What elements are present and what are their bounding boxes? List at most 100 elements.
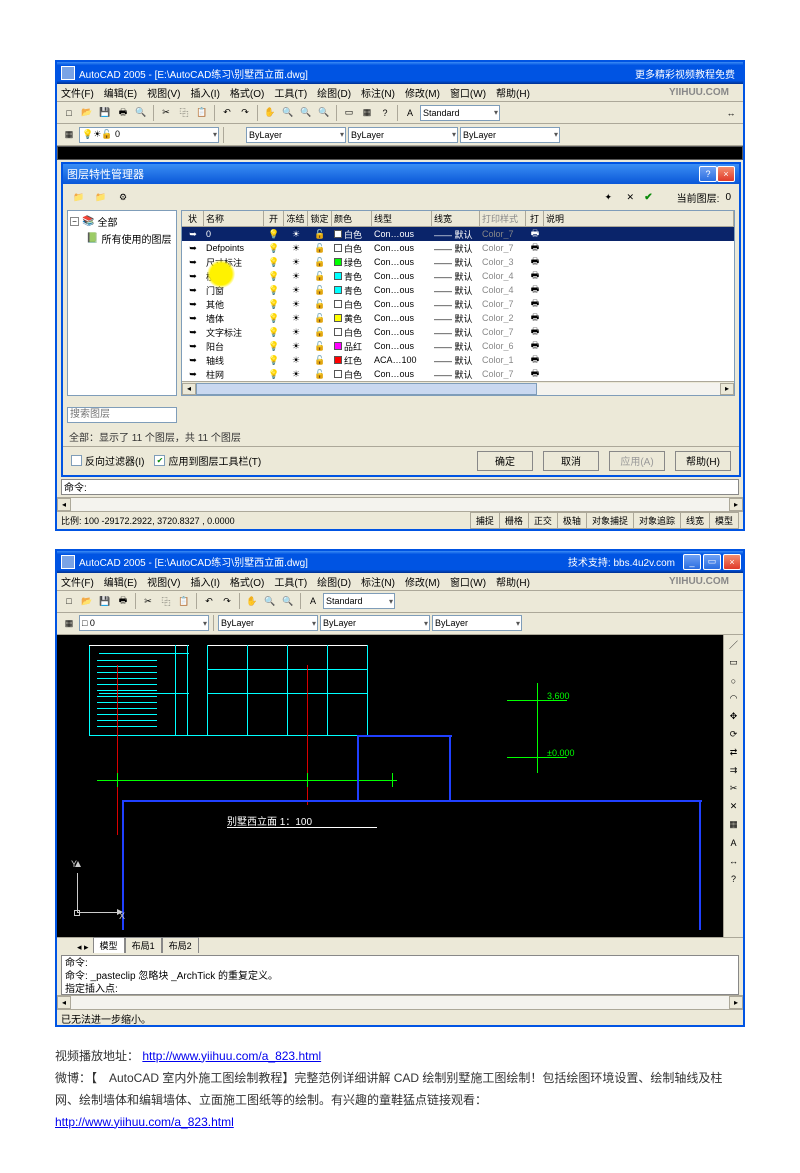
redo-button[interactable]: ↷ <box>219 593 235 609</box>
layer-props-button[interactable]: ▦ <box>61 615 77 631</box>
table-row[interactable]: ➥Defpoints💡☀🔓白色Con…ous—— 默认Color_7🖶 <box>182 241 734 255</box>
line-button[interactable]: ／ <box>726 637 742 653</box>
video-link-2[interactable]: http://www.yiihuu.com/a_823.html <box>55 1115 234 1129</box>
layer-combo[interactable]: 💡☀🔓 0 <box>79 127 219 143</box>
menu-help[interactable]: 帮助(H) <box>496 85 530 100</box>
scroll-track[interactable] <box>196 383 720 395</box>
mirror-button[interactable]: ⇄ <box>726 745 742 761</box>
new-group-button[interactable]: 📁 <box>93 189 109 205</box>
menu-tools[interactable]: 工具(T) <box>274 574 307 589</box>
menu-modify[interactable]: 修改(M) <box>405 574 440 589</box>
mode-toggle[interactable]: 正交 <box>528 512 558 529</box>
redo-button[interactable]: ↷ <box>237 105 253 121</box>
layer-states-button[interactable]: ⚙ <box>115 189 131 205</box>
col-freeze[interactable]: 冻结 <box>284 211 308 226</box>
menu-tools[interactable]: 工具(T) <box>274 85 307 100</box>
paste-button[interactable]: 📋 <box>176 593 192 609</box>
command-line[interactable]: 命令: <box>61 479 739 495</box>
menu-draw[interactable]: 绘图(D) <box>317 85 351 100</box>
checkbox-icon[interactable] <box>71 455 82 466</box>
move-button[interactable]: ✥ <box>726 709 742 725</box>
cmd-scrollbar[interactable]: ◂▸ <box>57 995 743 1009</box>
layer-props-button[interactable]: ▦ <box>61 127 77 143</box>
table-row[interactable]: ➥尺寸标注💡☀🔓绿色Con…ous—— 默认Color_3🖶 <box>182 255 734 269</box>
table-row[interactable]: ➥0💡☀🔓白色Con…ous—— 默认Color_7🖶 <box>182 227 734 241</box>
menu-window[interactable]: 窗口(W) <box>450 85 486 100</box>
table-row[interactable]: ➥文字标注💡☀🔓白色Con…ous—— 默认Color_7🖶 <box>182 325 734 339</box>
pan-button[interactable]: ✋ <box>244 593 260 609</box>
open-button[interactable]: 📂 <box>79 105 95 121</box>
open-button[interactable]: 📂 <box>79 593 95 609</box>
delete-layer-button[interactable]: ✕ <box>622 189 638 205</box>
table-row[interactable]: ➥柱网💡☀🔓白色Con…ous—— 默认Color_7🖶 <box>182 367 734 381</box>
save-button[interactable]: 💾 <box>97 105 113 121</box>
undo-button[interactable]: ↶ <box>201 593 217 609</box>
help-button[interactable]: ? <box>377 105 393 121</box>
scroll-track[interactable] <box>71 498 729 511</box>
tab-layout1[interactable]: 布局1 <box>125 937 162 953</box>
col-plot[interactable]: 打 <box>526 211 544 226</box>
scroll-track[interactable] <box>71 996 729 1009</box>
cut-button[interactable]: ✂ <box>158 105 174 121</box>
col-lineweight[interactable]: 线宽 <box>432 211 480 226</box>
preview-button[interactable]: 🔍 <box>133 105 149 121</box>
help-button[interactable]: ? <box>726 871 742 887</box>
table-row[interactable]: ➥轴线💡☀🔓红色ACA…100—— 默认Color_1🖶 <box>182 353 734 367</box>
rotate-button[interactable]: ⟳ <box>726 727 742 743</box>
mode-toggle[interactable]: 对象捕捉 <box>586 512 634 529</box>
mode-toggle[interactable]: 线宽 <box>680 512 710 529</box>
menu-format[interactable]: 格式(O) <box>230 574 264 589</box>
erase-button[interactable]: ✕ <box>726 799 742 815</box>
scroll-left-button[interactable]: ◂ <box>57 996 71 1009</box>
save-button[interactable]: 💾 <box>97 593 113 609</box>
help-button[interactable]: 帮助(H) <box>675 451 731 471</box>
scroll-right-button[interactable]: ▸ <box>720 383 734 395</box>
offset-button[interactable]: ⇉ <box>726 763 742 779</box>
menu-file[interactable]: 文件(F) <box>61 574 94 589</box>
col-plotstyle[interactable]: 打印样式 <box>480 211 526 226</box>
menu-dim[interactable]: 标注(N) <box>361 574 395 589</box>
mode-toggle[interactable]: 模型 <box>709 512 739 529</box>
col-name[interactable]: 名称 <box>204 211 264 226</box>
dim-button[interactable]: ↔ <box>726 853 742 869</box>
col-color[interactable]: 颜色 <box>332 211 372 226</box>
arc-button[interactable]: ◠ <box>726 691 742 707</box>
zoom-button[interactable]: 🔍 <box>280 593 296 609</box>
new-button[interactable]: □ <box>61 593 77 609</box>
h-scrollbar[interactable]: ◂ ▸ <box>182 381 734 395</box>
menu-help[interactable]: 帮助(H) <box>496 574 530 589</box>
pan-button[interactable]: ✋ <box>262 105 278 121</box>
tree-child[interactable]: 📗 所有使用的图层 <box>86 230 174 247</box>
new-button[interactable]: □ <box>61 105 77 121</box>
col-linetype[interactable]: 线型 <box>372 211 432 226</box>
drawing-canvas[interactable]: 3,600 ±0.000 别墅西立面 1：100 Y X <box>57 635 723 937</box>
minimize-button[interactable]: _ <box>683 554 701 570</box>
text-style[interactable]: A <box>402 105 418 121</box>
table-row[interactable]: ➥阳台💡☀🔓品红Con…ous—— 默认Color_6🖶 <box>182 339 734 353</box>
paste-button[interactable]: 📋 <box>194 105 210 121</box>
circle-button[interactable]: ○ <box>726 673 742 689</box>
cancel-button[interactable]: 取消 <box>543 451 599 471</box>
menu-insert[interactable]: 插入(I) <box>190 574 219 589</box>
tool-btn[interactable]: ▭ <box>341 105 357 121</box>
copy-button[interactable]: ⿻ <box>176 105 192 121</box>
invert-filter-checkbox[interactable]: 反向过滤器(I) <box>71 453 144 468</box>
apply-toolbar-checkbox[interactable]: ✔ 应用到图层工具栏(T) <box>154 453 261 468</box>
checkbox-icon[interactable]: ✔ <box>154 455 165 466</box>
new-layer-button[interactable]: ✦ <box>600 189 616 205</box>
copy-button[interactable]: ⿻ <box>158 593 174 609</box>
tool-btn[interactable]: ▦ <box>359 105 375 121</box>
cmd-scrollbar[interactable]: ◂ ▸ <box>57 497 743 511</box>
titlebar[interactable]: AutoCAD 2005 - [E:\AutoCAD练习\别墅西立面.dwg] … <box>57 62 743 84</box>
table-row[interactable]: ➥门窗💡☀🔓青色Con…ous—— 默认Color_4🖶 <box>182 283 734 297</box>
col-lock[interactable]: 锁定 <box>308 211 332 226</box>
apply-button[interactable]: 应用(A) <box>609 451 665 471</box>
tab-layout2[interactable]: 布局2 <box>162 937 199 953</box>
zoom-button[interactable]: 🔍 <box>298 105 314 121</box>
table-row[interactable]: ➥墙体💡☀🔓黄色Con…ous—— 默认Color_2🖶 <box>182 311 734 325</box>
style-combo[interactable]: Standard <box>323 593 395 609</box>
lineweight-combo[interactable]: ByLayer <box>432 615 522 631</box>
hatch-button[interactable]: ▦ <box>726 817 742 833</box>
table-row[interactable]: ➥楼梯💡☀🔓青色Con…ous—— 默认Color_4🖶 <box>182 269 734 283</box>
tool-btn[interactable] <box>228 127 244 143</box>
